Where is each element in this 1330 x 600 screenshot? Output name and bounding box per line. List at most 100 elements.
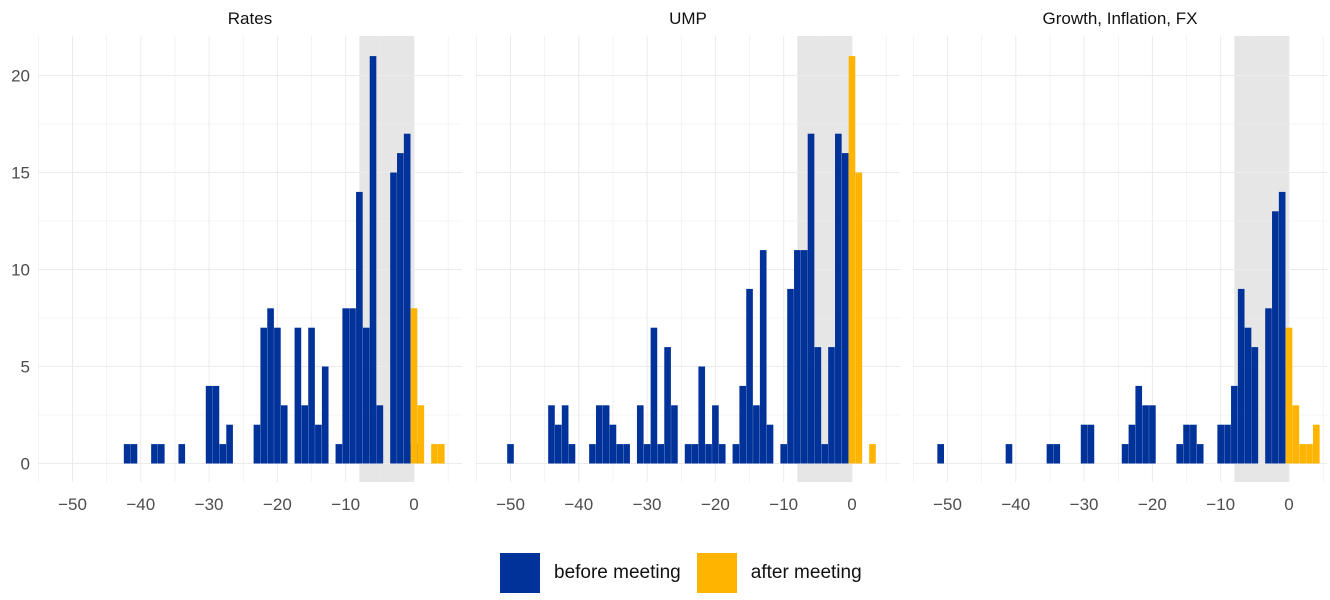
bar-before: [157, 444, 165, 464]
bar-before: [739, 385, 747, 464]
x-tick-label: −50: [58, 495, 87, 514]
x-tick-label: −40: [1001, 495, 1030, 514]
bar-before: [130, 444, 138, 464]
bar-before: [766, 424, 774, 464]
y-tick-label: 20: [11, 67, 30, 86]
x-tick-label: −20: [1138, 495, 1167, 514]
bar-before: [671, 405, 678, 464]
x-tick-label: 0: [847, 495, 856, 514]
bar-before: [178, 444, 186, 464]
bar-before: [1231, 385, 1238, 464]
bar-before: [794, 250, 801, 464]
x-tick-label: −20: [701, 495, 730, 514]
bar-before: [308, 327, 315, 464]
bar-after: [869, 444, 876, 464]
bar-after: [1292, 405, 1300, 464]
bar-before: [1142, 405, 1149, 464]
bar-before: [814, 347, 822, 464]
bar-before: [280, 405, 288, 464]
bar-before: [1149, 405, 1156, 464]
bar-after: [431, 444, 438, 464]
bar-before: [753, 405, 760, 464]
bar-before: [274, 327, 281, 464]
bar-before: [376, 405, 384, 464]
bar-before: [1217, 424, 1225, 464]
bar-after: [1299, 444, 1306, 464]
bar-before: [397, 153, 404, 464]
bar-after: [410, 308, 418, 464]
legend-swatch-before: [500, 553, 540, 593]
bar-before: [684, 444, 692, 464]
bar-before: [718, 444, 726, 464]
bar-before: [362, 327, 370, 464]
bar-before: [828, 347, 835, 464]
bar-before: [1237, 288, 1245, 464]
bar-before: [623, 444, 630, 464]
y-tick-label: 15: [11, 164, 30, 183]
x-tick-label: −20: [263, 495, 292, 514]
bar-before: [1183, 424, 1190, 464]
bar-before: [1046, 444, 1054, 464]
bar-before: [1080, 424, 1088, 464]
bar-before: [356, 191, 363, 464]
x-tick-label: −10: [769, 495, 798, 514]
bar-before: [616, 444, 624, 464]
bar-before: [219, 444, 227, 464]
bar-before: [260, 327, 268, 464]
bar-after: [417, 405, 425, 464]
y-tick-label: 10: [11, 261, 30, 280]
bar-before: [1272, 211, 1279, 464]
legend-label-after: after meeting: [750, 562, 862, 583]
y-tick-label: 0: [21, 455, 30, 474]
x-tick-label: −10: [1206, 495, 1235, 514]
bar-before: [335, 444, 343, 464]
bar-before: [1121, 444, 1129, 464]
bar-before: [1278, 191, 1286, 464]
x-tick-label: −40: [126, 495, 155, 514]
x-tick-label: −30: [1070, 495, 1099, 514]
bar-before: [800, 250, 808, 464]
bar-before: [369, 56, 377, 464]
legend-item-after: after meeting: [696, 553, 862, 593]
bar-before: [1190, 424, 1197, 464]
bar-before: [212, 385, 220, 464]
bar-after: [855, 172, 863, 464]
bar-before: [123, 444, 131, 464]
x-tick-label: −10: [331, 495, 360, 514]
bar-before: [841, 153, 849, 464]
bar-before: [1244, 327, 1252, 464]
bar-before: [657, 444, 665, 464]
x-tick-label: 0: [409, 495, 418, 514]
bar-before: [548, 405, 555, 464]
histogram-figure: Rates −50 −40 −30 −20 −10 0 0 5 10 15 20 UMP −50 −40 −3…: [11, 9, 1327, 514]
bar-before: [664, 347, 671, 464]
bar-before: [691, 444, 699, 464]
panel-2: Growth, Inflation, FX −50 −40 −30 −20 −10 0: [913, 9, 1327, 514]
bar-before: [1087, 424, 1095, 464]
bar-before: [561, 405, 569, 464]
bar-before: [554, 424, 562, 464]
legend-item-before: before meeting: [500, 553, 681, 593]
bar-after: [1285, 327, 1293, 464]
bar-after: [848, 56, 856, 464]
bar-before: [746, 288, 753, 464]
bar-before: [636, 405, 644, 464]
panel-title: Rates: [228, 9, 272, 28]
bar-before: [937, 444, 944, 464]
bar-before: [1196, 444, 1204, 464]
x-tick-label: 0: [1284, 495, 1293, 514]
bar-before: [253, 424, 261, 464]
bar-before: [595, 405, 603, 464]
bar-before: [1251, 347, 1259, 464]
bar-before: [1005, 444, 1013, 464]
x-tick-label: −30: [633, 495, 662, 514]
legend-swatch-after: [696, 553, 737, 593]
bar-before: [267, 308, 274, 464]
bar-after: [1306, 444, 1313, 464]
bar-before: [1176, 444, 1184, 464]
bar-before: [589, 444, 596, 464]
bar-before: [759, 250, 767, 464]
bar-before: [835, 133, 842, 464]
bar-after: [438, 444, 445, 464]
bar-before: [1135, 385, 1143, 464]
